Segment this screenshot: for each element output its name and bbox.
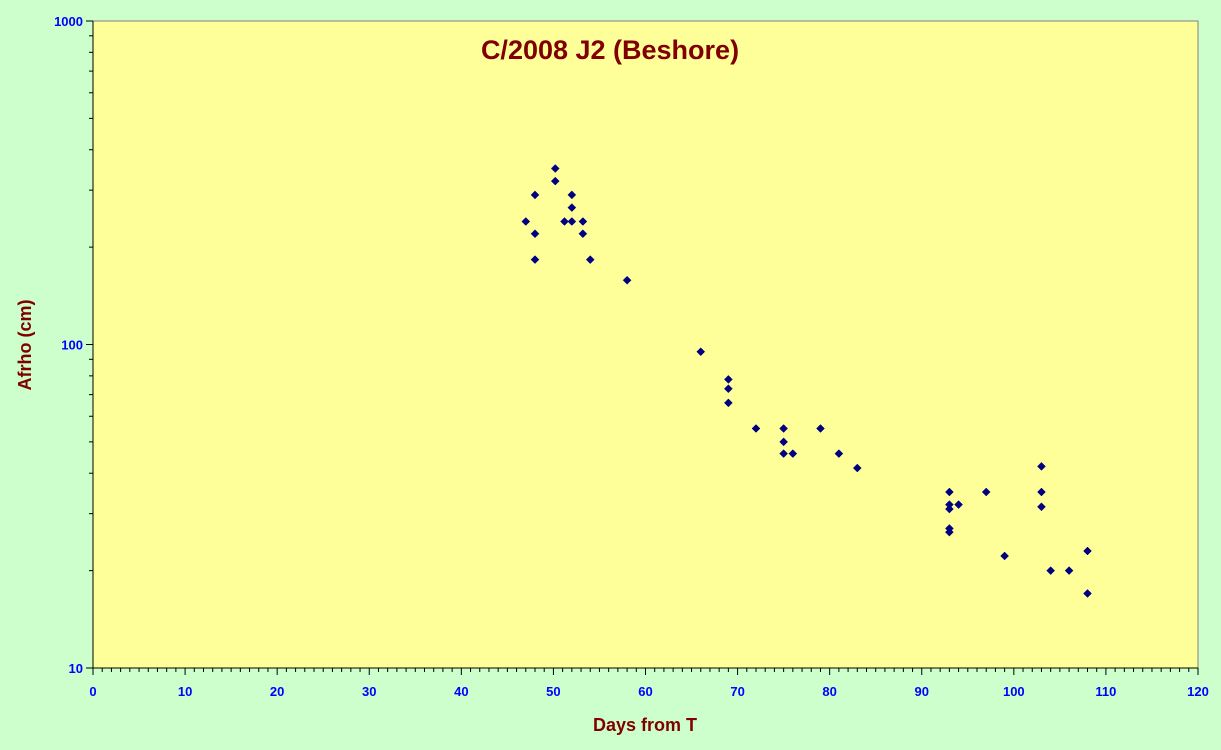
x-tick-label: 80: [822, 684, 836, 699]
data-point: [779, 449, 788, 458]
data-point: [560, 217, 569, 226]
data-points: [521, 164, 1092, 598]
data-point: [945, 487, 954, 497]
data-point: [724, 384, 733, 394]
data-point: [1064, 566, 1074, 575]
data-point: [578, 229, 588, 239]
x-tick-label: 60: [638, 684, 652, 699]
x-tick-label: 30: [362, 684, 376, 699]
axes: 0 10 20 30 40 50 60 70 80 90 100 110 120 10 100 1000: [54, 14, 1209, 699]
y-tick-label: 100: [61, 338, 83, 353]
data-point: [816, 424, 825, 433]
data-point: [945, 504, 954, 514]
data-point: [1037, 502, 1046, 512]
x-tick-label: 10: [178, 684, 192, 699]
data-point: [622, 275, 632, 285]
x-tick-label: 120: [1187, 684, 1209, 699]
x-tick-label: 110: [1095, 684, 1116, 699]
data-point: [852, 463, 862, 473]
data-point: [751, 424, 761, 433]
data-point: [530, 229, 540, 239]
x-tick-label: 100: [1003, 684, 1025, 699]
plot-area: [92, 20, 1199, 669]
y-tick-label: 1000: [54, 14, 83, 29]
data-point: [696, 347, 706, 357]
data-point: [1000, 551, 1009, 561]
data-point: [530, 255, 540, 264]
x-tick-label: 70: [730, 684, 744, 699]
data-point: [1037, 487, 1046, 497]
data-point: [724, 375, 733, 384]
data-point: [954, 500, 963, 509]
data-point: [567, 217, 577, 226]
data-point: [550, 176, 560, 186]
data-point: [1046, 566, 1056, 575]
y-tick-label: 10: [69, 661, 83, 676]
x-tick-label: 50: [546, 684, 560, 699]
data-point: [779, 424, 788, 433]
data-point: [530, 190, 540, 200]
data-point: [1083, 589, 1092, 598]
data-point: [724, 398, 733, 408]
data-point: [834, 449, 844, 458]
y-axis-title: Afrho (cm): [15, 300, 35, 391]
x-tick-label: 40: [454, 684, 468, 699]
data-point: [550, 164, 560, 173]
x-axis-title: Days from T: [593, 715, 697, 735]
x-tick-label: 20: [270, 684, 284, 699]
data-point: [779, 437, 788, 447]
data-point: [578, 217, 588, 226]
data-point: [567, 203, 577, 212]
data-point: [567, 190, 577, 200]
data-point: [981, 487, 991, 497]
data-point: [521, 217, 531, 226]
data-point: [1083, 546, 1092, 556]
data-point: [1037, 462, 1046, 471]
chart-title: C/2008 J2 (Beshore): [481, 35, 739, 65]
x-tick-label: 90: [915, 684, 929, 699]
data-point: [788, 449, 798, 458]
x-tick-label: 0: [89, 684, 96, 699]
data-point: [945, 527, 954, 537]
data-point: [585, 255, 595, 264]
